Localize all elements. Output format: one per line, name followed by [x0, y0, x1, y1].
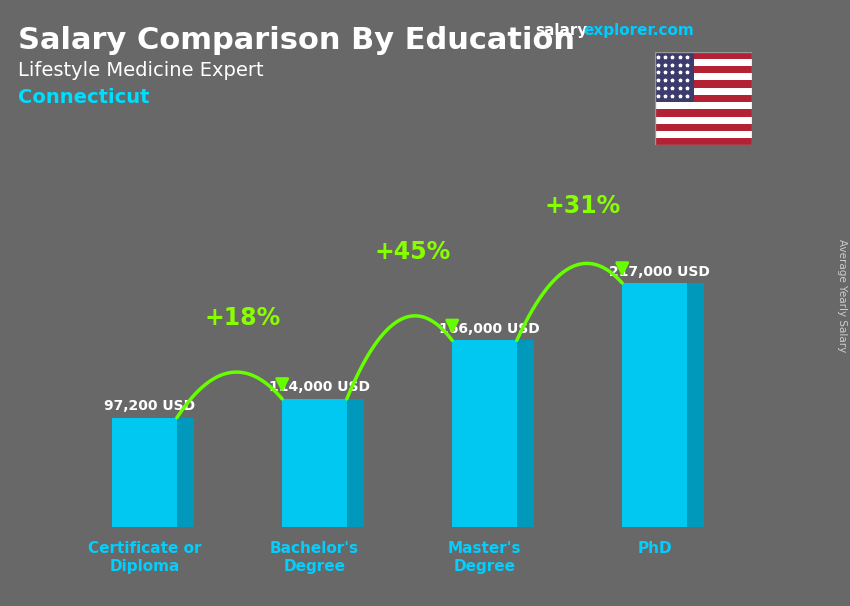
Polygon shape	[622, 283, 687, 527]
Text: 97,200 USD: 97,200 USD	[104, 399, 196, 413]
Polygon shape	[177, 418, 194, 527]
Polygon shape	[517, 341, 534, 527]
Bar	[654, 88, 752, 95]
Bar	[654, 109, 752, 116]
Text: 114,000 USD: 114,000 USD	[269, 381, 370, 395]
FancyArrowPatch shape	[616, 262, 628, 274]
Bar	[654, 124, 752, 131]
Bar	[654, 131, 752, 138]
Polygon shape	[282, 399, 347, 527]
Text: +45%: +45%	[375, 240, 451, 264]
Text: Lifestyle Medicine Expert: Lifestyle Medicine Expert	[18, 61, 264, 80]
Text: Average Yearly Salary: Average Yearly Salary	[837, 239, 847, 353]
Polygon shape	[452, 341, 517, 527]
Bar	[654, 66, 752, 73]
Bar	[654, 116, 752, 124]
Bar	[654, 138, 752, 145]
Polygon shape	[112, 418, 177, 527]
FancyArrowPatch shape	[446, 320, 458, 331]
Text: 217,000 USD: 217,000 USD	[609, 264, 710, 279]
Text: salary: salary	[535, 23, 587, 38]
Polygon shape	[687, 283, 704, 527]
Bar	[654, 52, 694, 102]
Bar	[654, 81, 752, 88]
Text: +31%: +31%	[545, 194, 621, 218]
Bar	[654, 59, 752, 66]
Bar	[654, 73, 752, 81]
Bar	[654, 95, 752, 102]
Polygon shape	[347, 399, 364, 527]
Text: +18%: +18%	[205, 306, 281, 330]
Text: 166,000 USD: 166,000 USD	[439, 322, 540, 336]
FancyArrowPatch shape	[276, 379, 288, 390]
Bar	[654, 52, 752, 59]
Text: Connecticut: Connecticut	[18, 88, 150, 107]
Text: explorer.com: explorer.com	[583, 23, 694, 38]
Bar	[654, 102, 752, 109]
Text: Salary Comparison By Education: Salary Comparison By Education	[18, 26, 575, 55]
